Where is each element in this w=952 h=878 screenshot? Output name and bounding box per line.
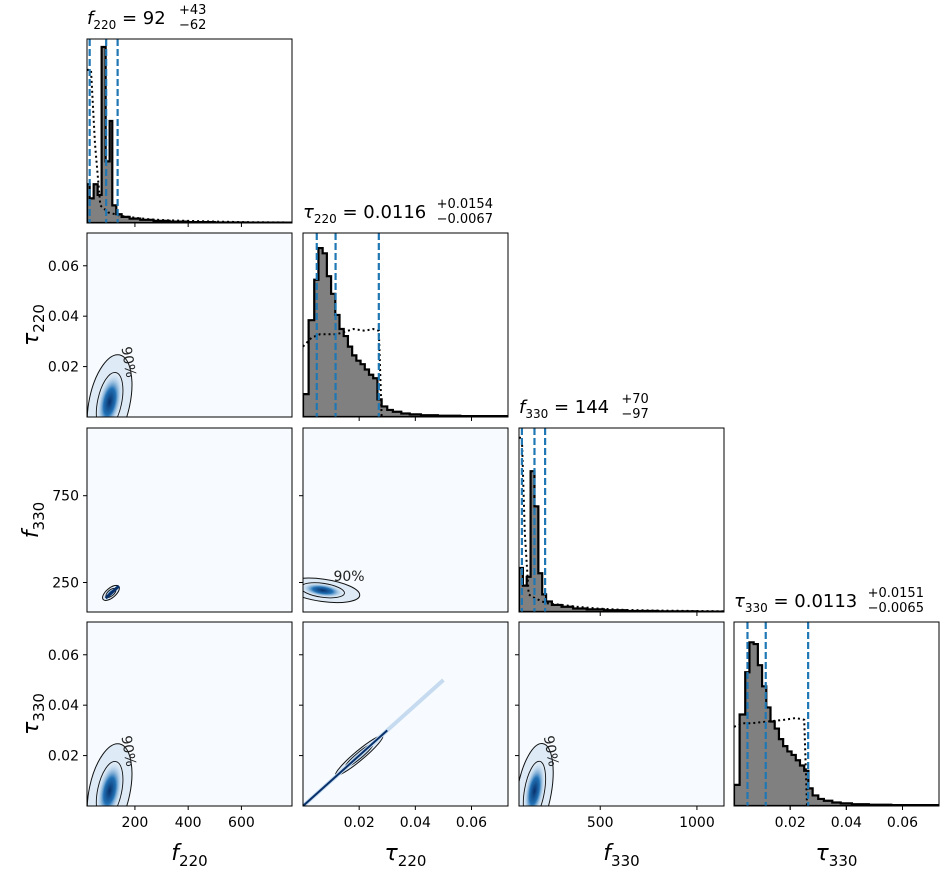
contour-label: 90%	[117, 734, 138, 767]
hist-bars	[303, 248, 508, 417]
x-tick-label: 0.06	[887, 815, 918, 831]
axes-frame	[518, 427, 725, 613]
title-plus-err: +0.0151	[868, 586, 924, 601]
density-background	[87, 428, 292, 612]
axes-frame	[518, 621, 725, 807]
density-panel-1-0: 90%	[86, 232, 293, 418]
x-tick-label: 600	[228, 815, 255, 831]
hist-bars	[87, 47, 292, 223]
hist-bars	[519, 471, 724, 612]
x-tick-label: 200	[122, 815, 149, 831]
y-tick-label: 0.02	[48, 360, 79, 376]
axes-frame	[302, 427, 509, 613]
contour-label: 90%	[540, 734, 561, 767]
hist-outline	[87, 45, 292, 223]
x-axis-label-2: f330	[603, 841, 639, 870]
panel-title-2: f330 = 144	[519, 397, 609, 421]
contour-label: 90%	[117, 345, 138, 378]
density-core	[303, 582, 345, 599]
y-axis-label-2: f330	[19, 502, 48, 538]
x-tick-label: 0.04	[400, 815, 431, 831]
x-tick-label: 400	[175, 815, 202, 831]
axes-frame	[86, 38, 293, 224]
density-panel-3-2: 90%	[518, 621, 725, 807]
x-axis-label-1: τ220	[385, 841, 427, 870]
hist-outline	[303, 246, 508, 417]
y-tick-label: 0.06	[48, 259, 79, 275]
x-tick-label: 0.06	[456, 815, 487, 831]
y-tick-label: 0.02	[48, 749, 79, 765]
density-panel-3-1	[302, 621, 509, 807]
y-tick-label: 750	[52, 489, 79, 505]
title-minus-err: −62	[179, 18, 206, 33]
x-tick-label: 0.02	[344, 815, 375, 831]
title-minus-err: −0.0065	[868, 601, 924, 616]
hist-background	[87, 39, 292, 223]
axes-frame	[86, 621, 293, 807]
x-tick-label: 500	[587, 815, 614, 831]
contour-label: 90%	[333, 569, 364, 585]
title-plus-err: +43	[179, 3, 206, 18]
x-axis-label-0: f220	[171, 841, 207, 870]
prior-curve	[734, 716, 809, 806]
axes-frame	[86, 232, 293, 418]
title-plus-err: +70	[621, 392, 648, 407]
hist-background	[519, 428, 724, 612]
density-panel-2-1: 90%	[302, 427, 509, 613]
axes-frame	[302, 232, 509, 418]
density-panel-3-0: 90%	[86, 621, 293, 807]
x-tick-label: 0.04	[831, 815, 862, 831]
panel-title-3: τ330 = 0.0113	[734, 591, 857, 615]
title-plus-err: +0.0154	[437, 197, 493, 212]
y-axis-label-1: τ220	[19, 304, 48, 346]
ridge-core	[303, 729, 388, 806]
hist-panel-2: f330 = 144 +70−97	[518, 392, 725, 616]
y-tick-label: 250	[52, 575, 79, 591]
hist-panel-0: f220 = 92 +43−62	[86, 3, 293, 227]
y-tick-label: 0.06	[48, 648, 79, 664]
hist-panel-3: τ330 = 0.0113 +0.0151−0.0065	[733, 586, 940, 810]
hist-outline	[734, 641, 939, 806]
y-tick-label: 0.04	[48, 698, 79, 714]
x-tick-label: 0.02	[775, 815, 806, 831]
density-panel-2-0	[86, 427, 293, 613]
y-tick-label: 0.04	[48, 309, 79, 325]
hist-bars	[734, 642, 939, 806]
x-axis-label-3: τ330	[816, 841, 858, 870]
panel-title-0: f220 = 92	[87, 8, 166, 32]
y-axis-label-3: τ330	[19, 693, 48, 735]
panel-title-1: τ220 = 0.0116	[303, 202, 426, 226]
axes-frame	[302, 621, 509, 807]
axes-frame	[86, 427, 293, 613]
ridge-core	[104, 584, 120, 600]
axes-frame	[733, 621, 940, 807]
title-minus-err: −0.0067	[437, 212, 493, 227]
x-tick-label: 1000	[679, 815, 715, 831]
prior-curve	[303, 327, 383, 417]
title-minus-err: −97	[621, 407, 648, 422]
prior-curve	[87, 68, 292, 223]
hist-panel-1: τ220 = 0.0116 +0.0154−0.0067	[302, 197, 509, 421]
